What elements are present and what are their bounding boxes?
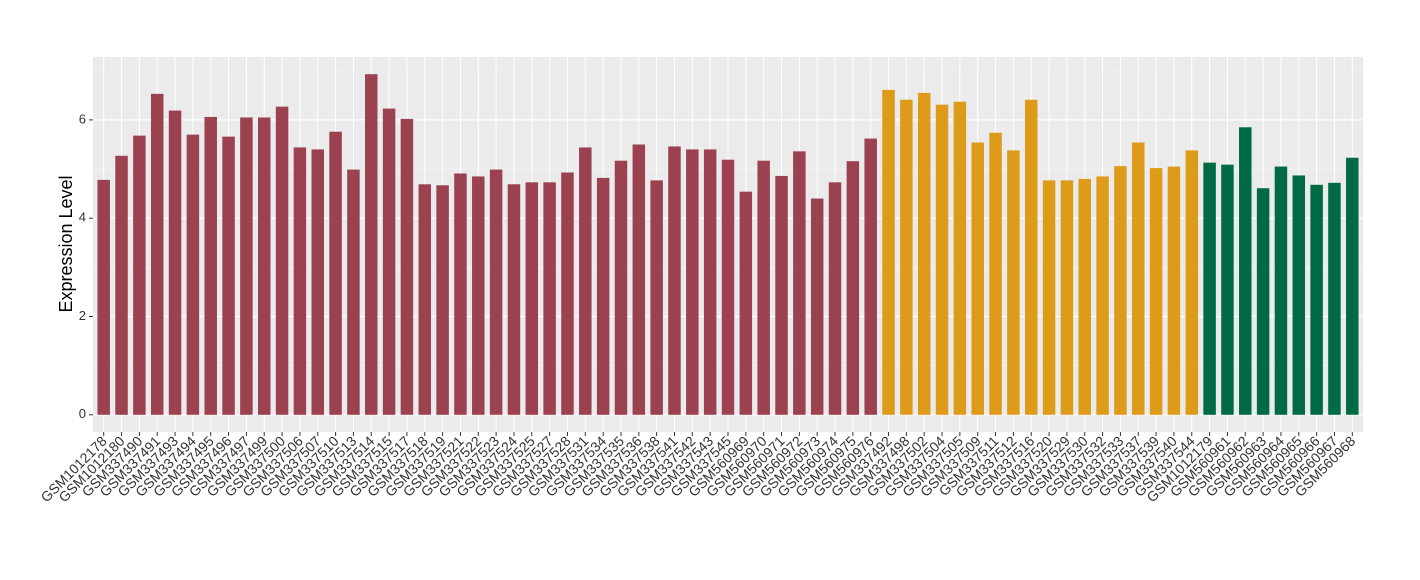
bar [1060, 180, 1074, 415]
bar [133, 135, 146, 415]
y-tick-label: 4 [79, 210, 86, 225]
bar [400, 118, 414, 415]
bar [1078, 178, 1091, 415]
bar [543, 182, 556, 415]
bar [614, 160, 628, 415]
bar [739, 191, 753, 415]
bar [472, 176, 485, 415]
bar [900, 99, 913, 415]
bar [757, 160, 770, 415]
bar [650, 180, 663, 415]
bar [1114, 166, 1127, 415]
bar [186, 134, 200, 415]
bar [365, 74, 378, 415]
bar [793, 151, 806, 415]
bar [293, 147, 307, 415]
bar [917, 92, 931, 415]
bar [1007, 150, 1020, 415]
bar [257, 117, 271, 415]
bar [1024, 99, 1038, 415]
bar [1185, 150, 1199, 415]
bar [579, 147, 592, 415]
bar [596, 177, 610, 415]
bar [204, 116, 217, 415]
bar [810, 198, 824, 415]
bar [525, 182, 539, 415]
bar [1042, 180, 1056, 415]
bar [329, 131, 342, 415]
bar [222, 136, 235, 415]
bar [828, 182, 842, 415]
bar [347, 169, 360, 415]
bar [115, 155, 128, 415]
bar [507, 184, 521, 415]
bar [382, 108, 396, 415]
bar [150, 93, 164, 415]
bar [686, 149, 699, 415]
bar [1167, 166, 1181, 415]
bar [775, 175, 788, 415]
bar [436, 185, 449, 415]
bar [1346, 157, 1359, 415]
y-tick-label: 2 [79, 308, 86, 323]
bar [311, 149, 324, 415]
bar [1203, 162, 1216, 415]
bar [989, 132, 1002, 415]
bar [703, 149, 717, 415]
bar [1239, 127, 1252, 415]
bar [1274, 166, 1288, 415]
bar [864, 138, 877, 415]
bar [1328, 182, 1341, 415]
bar [1310, 184, 1323, 415]
bar [721, 159, 735, 415]
bar [1292, 175, 1306, 415]
bar [240, 117, 253, 415]
bar [275, 106, 289, 415]
bar [168, 110, 182, 415]
bar [971, 142, 984, 415]
bar [489, 169, 503, 415]
bar [882, 89, 895, 415]
bar [1256, 188, 1270, 415]
bar [1132, 142, 1145, 415]
bar [668, 146, 681, 415]
bar [454, 173, 467, 415]
y-tick-label: 6 [79, 111, 86, 126]
bar [561, 172, 574, 415]
bar [418, 184, 432, 415]
y-axis-title: Expression Level [56, 175, 76, 312]
bar [97, 179, 110, 415]
bar [953, 101, 967, 415]
bar [935, 104, 949, 415]
bar [1149, 168, 1163, 415]
bar [846, 161, 860, 415]
bar [1221, 164, 1234, 415]
bar [1096, 176, 1109, 415]
bar [632, 144, 646, 415]
y-tick-label: 0 [79, 406, 86, 421]
